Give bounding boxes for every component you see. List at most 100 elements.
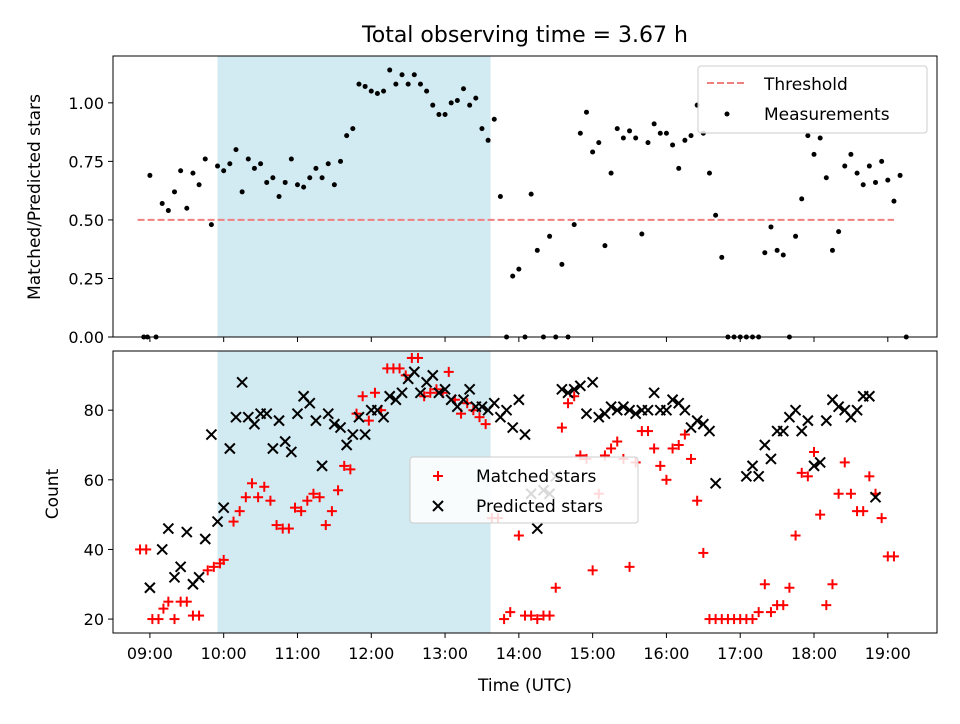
predicted-star-point-b [617, 400, 630, 413]
predicted-star-point-b [826, 394, 839, 406]
predicted-star-point [642, 404, 654, 416]
measurement-point [897, 172, 903, 178]
predicted-star-point-b [445, 394, 457, 406]
predicted-star-point-b [248, 418, 261, 430]
measurement-point [331, 182, 337, 188]
matched-star-point [302, 495, 313, 506]
predicted-star-point [174, 561, 187, 573]
predicted-star-point-b [746, 460, 759, 472]
measurement-point [301, 184, 307, 190]
predicted-star-point [328, 418, 341, 430]
predicted-star-point-b [869, 491, 882, 503]
bottom-x-tick-label: 17:00 [717, 644, 763, 663]
measurement-point [171, 189, 177, 195]
predicted-star-point-b [642, 404, 654, 416]
predicted-star-point [304, 397, 316, 409]
predicted-star-point-b [230, 411, 242, 423]
predicted-star-point-b [574, 380, 587, 392]
matched-star-point [544, 610, 555, 621]
matched-star-point [443, 366, 454, 377]
matched-star-point [141, 544, 152, 555]
matched-star-point [667, 443, 678, 454]
predicted-star-point-b [328, 418, 341, 430]
matched-star-point [234, 506, 245, 517]
matched-star-point [606, 443, 617, 454]
matched-star-point [845, 488, 856, 499]
matched-star-point [363, 415, 374, 426]
matched-star-point [296, 506, 307, 517]
measurement-point [608, 170, 614, 176]
predicted-star-point-b [347, 428, 359, 441]
matched-star-point [864, 471, 875, 482]
predicted-star-point [691, 414, 703, 427]
bottom-x-tick-label: 09:00 [127, 644, 173, 663]
predicted-star-point [863, 390, 876, 402]
predicted-star-point-b [205, 428, 218, 441]
measurement-point [670, 142, 676, 148]
top-y-tick-label: 0.25 [68, 269, 104, 288]
predicted-star-point [709, 477, 722, 490]
bottom-y-tick-label: 60 [84, 471, 104, 490]
matched-star-point [753, 607, 764, 618]
measurement-point [368, 88, 374, 94]
matched-star-point [326, 506, 337, 517]
measurement-point [454, 97, 460, 103]
predicted-star-point [334, 421, 347, 434]
bottom-x-tick-label: 12:00 [348, 644, 394, 663]
predicted-star-point-b [709, 477, 722, 490]
predicted-star-point-b [340, 439, 353, 451]
top-legend: Threshold Measurements [697, 65, 928, 134]
predicted-star-point [703, 425, 716, 437]
measurement-point [627, 128, 633, 134]
matched-star-point [526, 610, 537, 621]
predicted-star-point [162, 522, 175, 535]
measurement-point [516, 266, 522, 272]
predicted-star-point [439, 383, 451, 396]
measurement-point [688, 133, 694, 139]
top-y-axis-label: Matched/Predicted stars [25, 94, 45, 300]
matched-star-point [333, 485, 344, 496]
matched-star-point [796, 467, 807, 478]
measurement-point [534, 247, 540, 253]
matched-star-point [888, 551, 899, 562]
matched-star-point [290, 502, 301, 513]
matched-star-point [815, 509, 826, 520]
predicted-star-point-b [297, 390, 310, 402]
measurement-point [645, 140, 651, 146]
predicted-star-point-b [334, 421, 347, 434]
measurement-point [633, 135, 639, 141]
top-y-tick-label: 0.75 [68, 152, 104, 171]
legend-predicted-marker [432, 500, 444, 512]
measurement-point [491, 116, 497, 122]
predicted-star-point-b [808, 460, 820, 472]
measurement-point [356, 81, 362, 87]
legend-matched-label: Matched stars [476, 467, 596, 487]
top-plot-frame [112, 55, 938, 338]
measurement-point [799, 196, 805, 202]
top-legend-box [697, 65, 928, 134]
predicted-star-point [267, 442, 279, 455]
predicted-star-point-b [242, 411, 254, 423]
matched-star-point [858, 506, 869, 517]
measurement-point [467, 102, 473, 108]
matched-star-point [339, 460, 350, 471]
predicted-star-point [869, 491, 882, 503]
measurement-point [313, 165, 319, 171]
measurement-point [657, 130, 663, 136]
bottom-legend: Matched stars Predicted stars [409, 456, 639, 524]
top-y-tick-label: 0.00 [68, 328, 104, 347]
matched-star-point [802, 471, 813, 482]
predicted-star-point-b [802, 414, 814, 427]
predicted-star-point [808, 460, 820, 472]
matched-star-point [240, 492, 251, 503]
predicted-star-point-b [531, 522, 544, 535]
predicted-star-point [408, 366, 421, 378]
predicted-star-point-b [414, 387, 427, 399]
matched-star-point [271, 520, 282, 531]
predicted-star-point-b [740, 470, 753, 483]
matched-star-point [556, 422, 567, 433]
measurement-point [823, 175, 829, 181]
matched-star-point [661, 474, 672, 485]
predicted-star-point [568, 383, 580, 396]
predicted-star-point-b [457, 394, 470, 406]
